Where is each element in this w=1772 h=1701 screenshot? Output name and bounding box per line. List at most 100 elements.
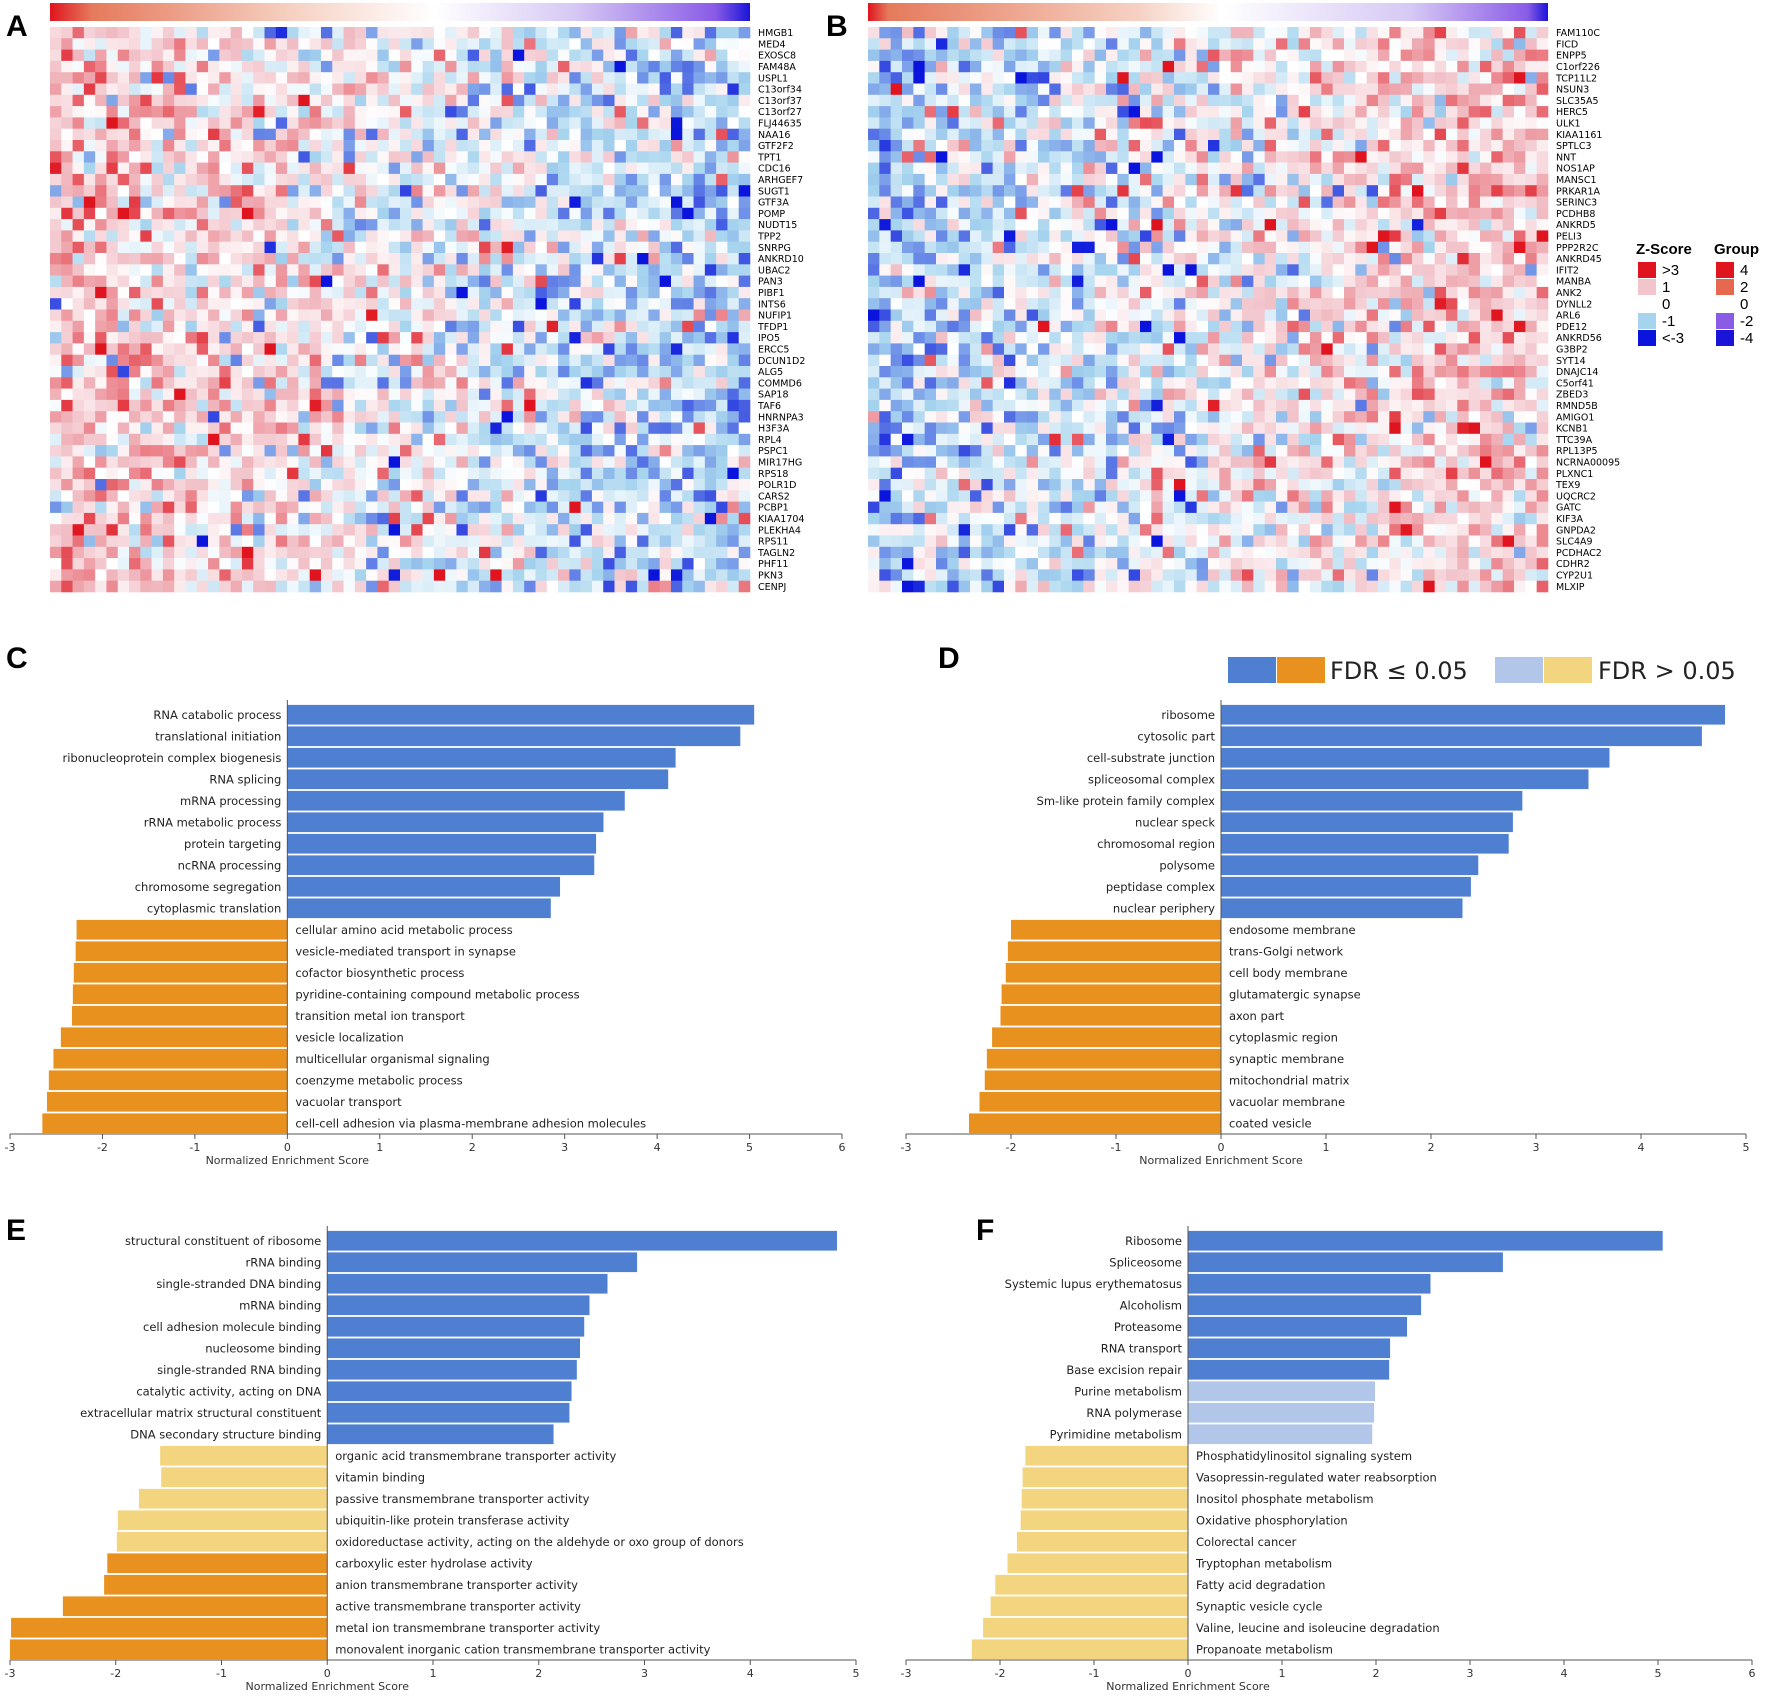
heatmap-cell xyxy=(625,253,638,265)
heatmap-cell xyxy=(535,106,548,118)
heatmap-cell xyxy=(1253,60,1265,73)
heatmap-cell xyxy=(682,196,694,209)
heatmap-cell xyxy=(445,399,457,412)
heatmap-cell xyxy=(1162,185,1175,197)
heatmap-cell xyxy=(1525,264,1537,276)
heatmap-cell xyxy=(524,298,536,310)
heatmap-cell xyxy=(958,72,971,84)
heatmap-cell xyxy=(433,49,446,62)
heatmap-cell xyxy=(1536,309,1549,322)
heatmap-cell xyxy=(275,298,288,310)
heatmap-cell xyxy=(253,49,265,62)
heatmap-cell xyxy=(241,479,254,491)
heatmap-cell xyxy=(264,354,277,367)
heatmap-cell xyxy=(208,241,220,254)
heatmap-cell xyxy=(1060,264,1073,276)
heatmap-cell xyxy=(1378,151,1390,163)
heatmap-cell xyxy=(1276,332,1288,344)
heatmap-cell xyxy=(456,117,469,129)
heatmap-cell xyxy=(716,501,728,514)
heatmap-cell xyxy=(1174,151,1186,163)
heatmap-cell xyxy=(162,230,175,242)
heatmap-cell xyxy=(1072,264,1084,276)
heatmap-cell xyxy=(693,354,706,367)
heatmap-cell xyxy=(1514,83,1526,96)
heatmap-cell xyxy=(580,501,593,514)
heatmap-cell xyxy=(1015,162,1027,175)
gene-label: CARS2 xyxy=(758,491,790,502)
heatmap-cell xyxy=(1310,128,1322,141)
heatmap-cell xyxy=(219,512,231,525)
heatmap-cell xyxy=(388,60,401,73)
heatmap-cell xyxy=(614,558,627,570)
heatmap-cell xyxy=(106,377,119,389)
heatmap-cell xyxy=(106,219,119,231)
heatmap-cell xyxy=(1015,72,1027,84)
heatmap-cell xyxy=(958,106,971,118)
heatmap-cell xyxy=(332,140,344,152)
heatmap-cell xyxy=(1355,286,1367,299)
heatmap-cell xyxy=(50,524,62,536)
heatmap-cell xyxy=(287,512,299,525)
heatmap-cell xyxy=(670,411,683,423)
heatmap-cell xyxy=(1412,298,1424,310)
heatmap-cell xyxy=(1310,219,1322,231)
heatmap-cell xyxy=(501,298,514,310)
heatmap-cell xyxy=(1219,128,1231,141)
heatmap-cell xyxy=(1332,196,1345,209)
heatmap-cell xyxy=(1502,38,1515,50)
heatmap-cell xyxy=(670,241,683,254)
heatmap-cell xyxy=(1094,219,1107,231)
heatmap-cell xyxy=(1128,219,1141,231)
heatmap-cell xyxy=(61,512,73,525)
heatmap-cell xyxy=(512,377,525,389)
heatmap-cell xyxy=(1072,286,1084,299)
heatmap-cell xyxy=(890,219,903,231)
heatmap-cell xyxy=(1276,94,1288,107)
heatmap-cell xyxy=(208,456,220,468)
heatmap-cell xyxy=(535,94,548,107)
heatmap-cell xyxy=(648,264,660,276)
heatmap-cell xyxy=(1287,128,1299,141)
heatmap-cell xyxy=(1457,241,1469,254)
heatmap-cell xyxy=(61,445,73,457)
heatmap-cell xyxy=(1491,151,1503,163)
heatmap-cell xyxy=(140,173,152,186)
heatmap-cell xyxy=(140,94,152,107)
heatmap-cell xyxy=(117,512,130,525)
heatmap-cell xyxy=(400,275,412,288)
heatmap-cell xyxy=(388,264,401,276)
heatmap-cell xyxy=(456,456,469,468)
heatmap-cell xyxy=(868,219,880,231)
heatmap-cell xyxy=(332,332,344,344)
heatmap-cell xyxy=(1038,241,1050,254)
heatmap-cell xyxy=(727,275,740,288)
heatmap-cell xyxy=(879,106,891,118)
heatmap-cell xyxy=(129,151,141,163)
heatmap-cell xyxy=(682,433,694,446)
heatmap-cell xyxy=(230,354,243,367)
heatmap-cell xyxy=(83,433,96,446)
heatmap-cell xyxy=(1004,185,1016,197)
heatmap-cell xyxy=(388,377,401,389)
heatmap-cell xyxy=(400,151,412,163)
heatmap-cell xyxy=(1344,140,1356,152)
heatmap-cell xyxy=(1378,83,1390,96)
heatmap-cell xyxy=(535,83,548,96)
heatmap-cell xyxy=(727,151,740,163)
heatmap-cell xyxy=(501,60,514,73)
heatmap-cell xyxy=(445,196,457,209)
heatmap-cell xyxy=(625,83,638,96)
heatmap-cell xyxy=(354,140,367,152)
heatmap-cell xyxy=(1366,162,1379,175)
heatmap-cell xyxy=(1242,94,1254,107)
heatmap-cell xyxy=(1185,332,1197,344)
heatmap-cell xyxy=(151,580,164,593)
heatmap-cell xyxy=(366,117,378,129)
heatmap-cell xyxy=(1412,140,1424,152)
panel-letter-d: D xyxy=(938,642,960,675)
heatmap-cell xyxy=(1185,219,1197,231)
heatmap-cell xyxy=(287,151,299,163)
heatmap-cell xyxy=(569,72,581,84)
heatmap-cell xyxy=(1502,128,1515,141)
